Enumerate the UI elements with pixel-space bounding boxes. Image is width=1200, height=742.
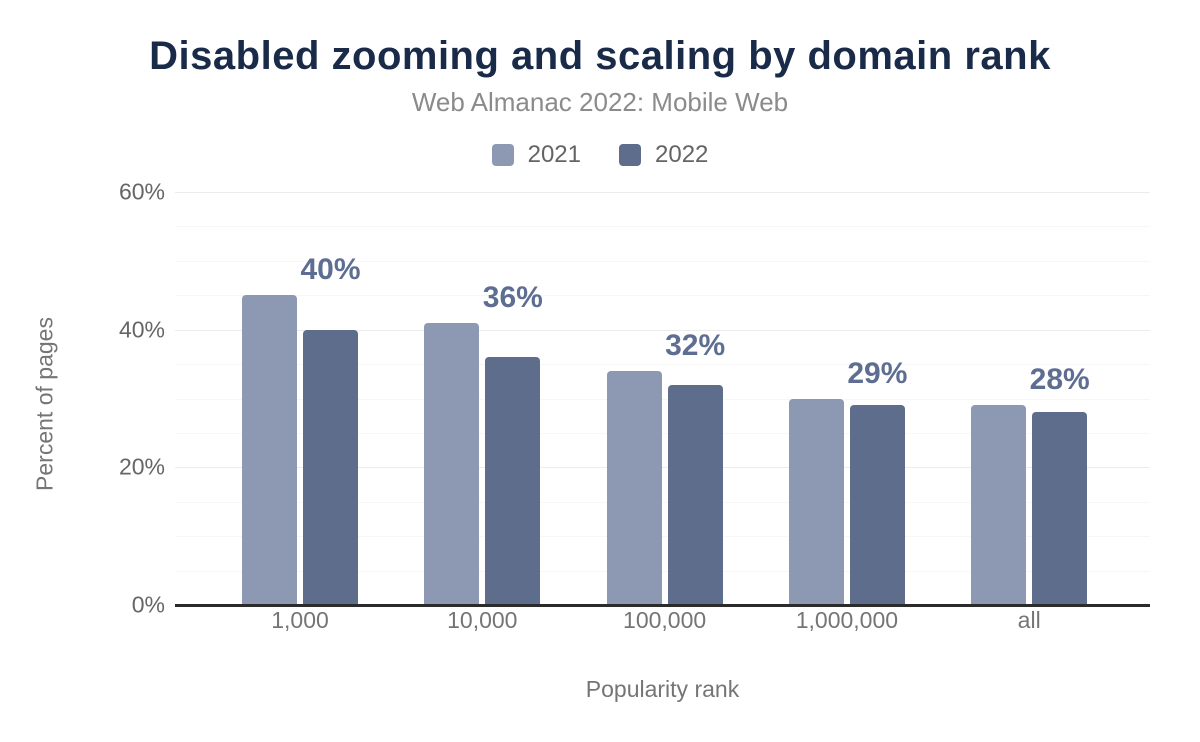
- bar-2021[interactable]: [971, 405, 1027, 605]
- y-tick-label: 20%: [118, 453, 165, 480]
- y-tick-label: 0%: [131, 591, 165, 618]
- y-tick-label: 60%: [118, 178, 165, 205]
- x-tick-label: 10,000: [447, 607, 518, 633]
- x-axis-title: Popularity rank: [585, 676, 740, 702]
- gridline: [175, 364, 1150, 366]
- bar-2022[interactable]: [667, 384, 723, 605]
- x-tick-label: all: [1017, 607, 1041, 633]
- gridline: [175, 536, 1150, 538]
- legend-swatch-icon: [619, 144, 641, 166]
- gridline: [175, 467, 1150, 469]
- gridline: [175, 501, 1150, 503]
- gridline: [175, 295, 1150, 297]
- bar-2022[interactable]: [849, 405, 905, 605]
- legend-item-2021[interactable]: 2021: [491, 141, 581, 169]
- bar-value-label: 28%: [1029, 363, 1090, 397]
- bar-2022[interactable]: [1032, 412, 1088, 605]
- gridline: [175, 398, 1150, 400]
- legend-item-2022[interactable]: 2022: [619, 141, 708, 169]
- gridline: [175, 570, 1150, 572]
- bar-2021[interactable]: [788, 398, 844, 605]
- legend-label: 2021: [527, 141, 581, 168]
- bar-value-label: 40%: [300, 253, 361, 287]
- legend-label: 2022: [655, 141, 709, 168]
- x-tick-label: 100,000: [623, 607, 707, 633]
- bar-2021[interactable]: [242, 295, 297, 605]
- gridline: [175, 432, 1150, 434]
- x-tick-label: 1,000,000: [795, 607, 899, 633]
- gridline: [175, 260, 1150, 262]
- bar-2021[interactable]: [424, 322, 480, 605]
- legend-swatch-icon: [491, 144, 514, 166]
- bar-value-label: 29%: [847, 356, 908, 390]
- bar-value-label: 32%: [665, 328, 726, 362]
- plot-area: 40% 1,000 36% 10,000 32% 100,000 29% 1,000,000 2…: [175, 192, 1150, 633]
- chart-title: Disabled zooming and scaling by domain r…: [149, 34, 1051, 78]
- bar-2022[interactable]: [485, 357, 541, 605]
- x-tick-label: 1,000: [271, 607, 329, 633]
- legend: 2021 2022: [0, 141, 1200, 169]
- gridline: [175, 329, 1150, 331]
- chart-subtitle: Web Almanac 2022: Mobile Web: [411, 87, 789, 117]
- gridline: [175, 226, 1150, 228]
- bar-2022[interactable]: [303, 329, 358, 605]
- bar-value-label: 36%: [482, 280, 543, 314]
- y-tick-label: 40%: [118, 316, 165, 343]
- gridline: [175, 192, 1150, 193]
- bar-2021[interactable]: [606, 370, 662, 605]
- x-axis-line: [175, 604, 1150, 607]
